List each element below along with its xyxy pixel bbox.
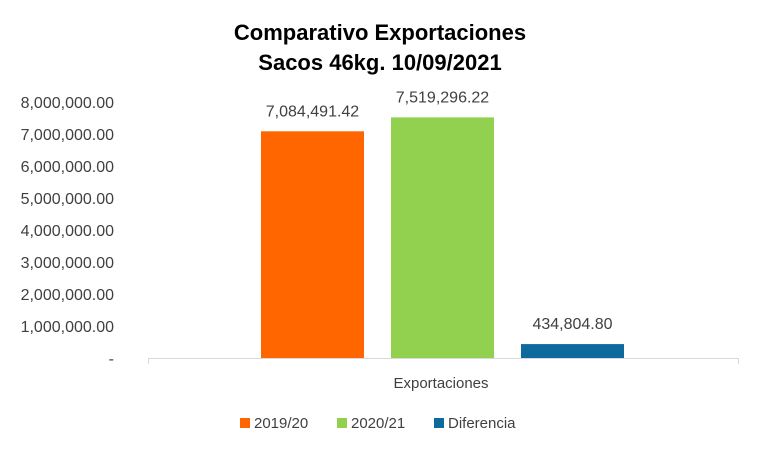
legend-swatch — [240, 418, 250, 428]
y-axis: - 1,000,000.00 2,000,000.00 3,000,000.00 4,0… — [21, 95, 115, 368]
legend-label: 2019/20 — [254, 415, 308, 432]
legend-label: 2020/21 — [351, 415, 405, 432]
x-axis: Exportaciones — [148, 358, 739, 392]
bar-2019-20 — [261, 131, 364, 358]
bar-2020-21 — [391, 117, 494, 358]
bar-diferencia — [521, 344, 624, 358]
data-label: 7,519,296.22 — [396, 89, 490, 106]
y-tick-label: 5,000,000.00 — [21, 191, 115, 208]
chart-title-line-2: Sacos 46kg. 10/09/2021 — [258, 50, 501, 75]
y-tick-label: 7,000,000.00 — [21, 127, 115, 144]
y-tick-label: 3,000,000.00 — [21, 255, 115, 272]
legend: 2019/20 2020/21 Diferencia — [240, 415, 516, 432]
legend-label: Diferencia — [448, 415, 516, 432]
data-label: 7,084,491.42 — [266, 103, 360, 120]
legend-swatch — [337, 418, 347, 428]
y-tick-label: 1,000,000.00 — [21, 319, 115, 336]
bar-series: 7,084,491.42 7,519,296.22 434,804.80 — [261, 89, 624, 358]
legend-swatch — [434, 418, 444, 428]
y-tick-label: 2,000,000.00 — [21, 287, 115, 304]
x-category-label: Exportaciones — [393, 375, 488, 392]
y-tick-label: 4,000,000.00 — [21, 223, 115, 240]
y-tick-label: - — [109, 351, 114, 368]
data-label: 434,804.80 — [532, 316, 612, 333]
y-tick-label: 8,000,000.00 — [21, 95, 115, 112]
y-tick-label: 6,000,000.00 — [21, 159, 115, 176]
chart-title-line-1: Comparativo Exportaciones — [234, 20, 526, 45]
